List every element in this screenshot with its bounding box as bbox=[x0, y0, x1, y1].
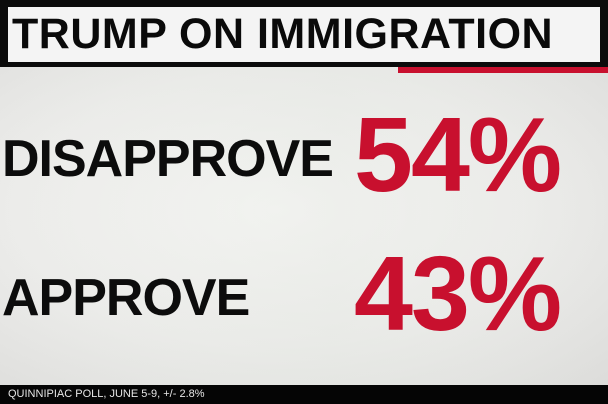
source-citation: QUINNIPIAC POLL, JUNE 5-9, +/- 2.8% bbox=[8, 388, 205, 400]
approve-value: 43% bbox=[354, 235, 562, 353]
disapprove-value: 54% bbox=[354, 96, 562, 214]
red-accent-line bbox=[398, 67, 608, 73]
title-bar: TRUMP ON IMMIGRATION bbox=[0, 0, 608, 67]
approve-label: APPROVE bbox=[2, 269, 250, 327]
background-shade bbox=[0, 67, 608, 385]
disapprove-label: DISAPPROVE bbox=[2, 130, 334, 188]
source-bar: QUINNIPIAC POLL, JUNE 5-9, +/- 2.8% bbox=[0, 385, 608, 404]
graphic-background bbox=[0, 67, 608, 385]
graphic-title: TRUMP ON IMMIGRATION bbox=[8, 7, 600, 62]
